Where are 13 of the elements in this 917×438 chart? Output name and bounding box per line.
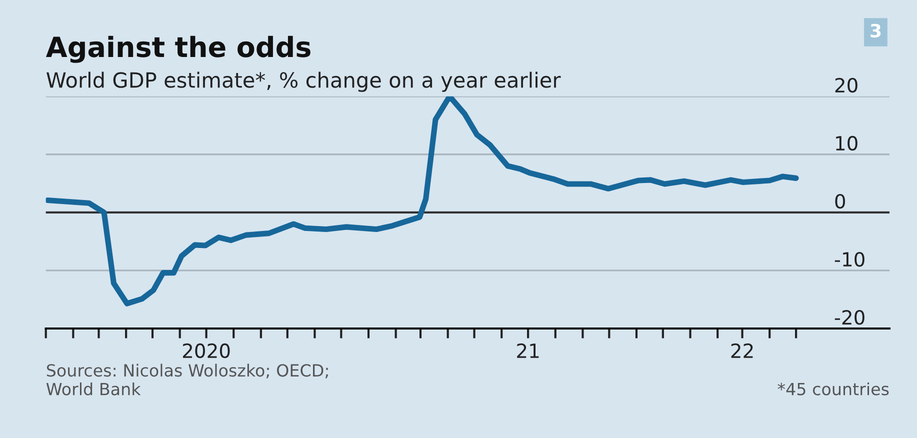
text: 3: [870, 24, 881, 38]
chart-title: Against the odds: [46, 36, 310, 63]
text: *45 countries: [778, 382, 889, 396]
chart-subtitle: World GDP estimate*, % change on a year earlier: [46, 72, 561, 92]
y-tick-label: -10: [834, 252, 864, 267]
source-note: Sources: Nicolas Woloszko; OECD; World Bank: [46, 364, 328, 396]
y-tick-label: 10: [836, 136, 858, 151]
x-tick-label: 22: [731, 343, 753, 358]
x-tick-label: 21: [517, 343, 539, 358]
x-tick-label: 2020: [182, 343, 230, 358]
y-tick-label: -20: [834, 310, 864, 325]
y-tick-label: 20: [835, 78, 858, 93]
y-tick-label: 0: [835, 194, 846, 209]
